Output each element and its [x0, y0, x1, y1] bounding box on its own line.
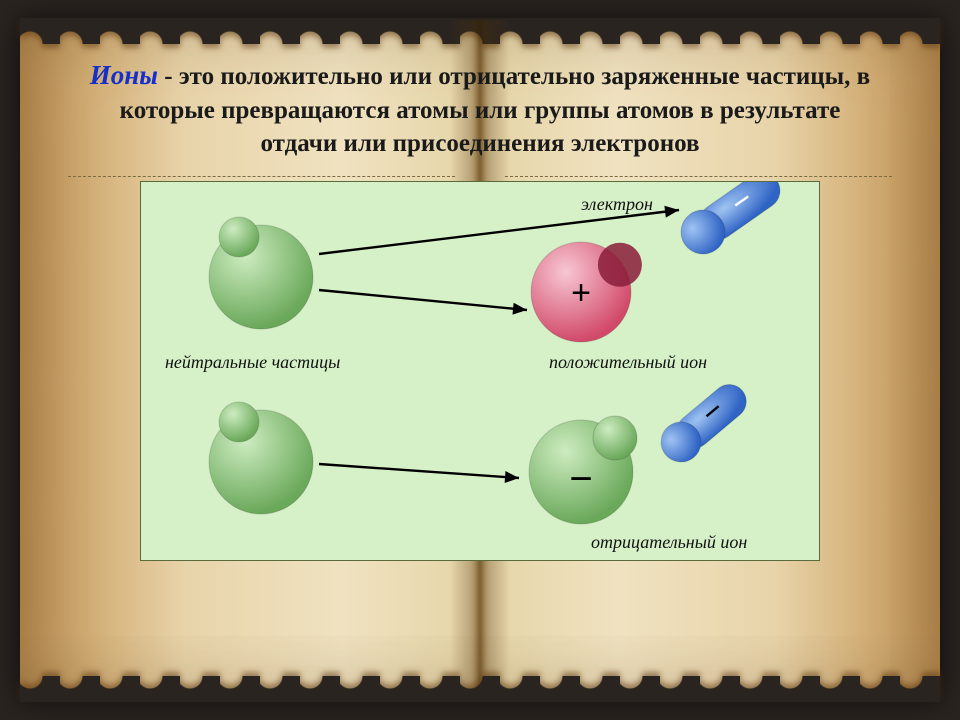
label-electron: электрон: [581, 194, 653, 215]
page-content: Ионы - это положительно или отрицательно…: [68, 58, 892, 662]
label-neutral-particles: нейтральные частицы: [165, 352, 340, 373]
label-positive-ion: положительный ион: [549, 352, 707, 373]
label-negative-ion: отрицательный ион: [591, 532, 747, 553]
divider-row: [68, 176, 892, 177]
divider-left: [68, 176, 455, 177]
divider-right: [505, 176, 892, 177]
ion-diagram: −−+− нейтральные частицы электрон положи…: [140, 181, 820, 561]
definition-body: - это положительно или отрицательно заря…: [120, 63, 871, 157]
open-book-background: Ионы - это положительно или отрицательно…: [20, 20, 940, 700]
ion-definition: Ионы - это положительно или отрицательно…: [68, 58, 892, 170]
definition-term: Ионы: [90, 60, 158, 90]
svg-text:+: +: [571, 274, 591, 312]
svg-text:−: −: [569, 457, 592, 501]
